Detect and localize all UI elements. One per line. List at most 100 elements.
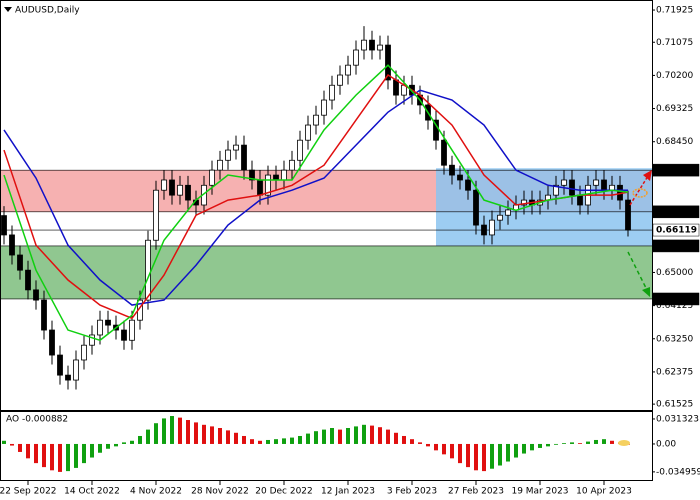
- y-tick-label: 0.00: [656, 439, 676, 449]
- y-tick-label: 0.69325: [656, 104, 693, 114]
- candle-body: [177, 184, 183, 196]
- level-label: 0.66119: [656, 226, 697, 236]
- candle-body: [385, 44, 391, 81]
- candle-body: [393, 79, 399, 96]
- candle-body: [593, 179, 599, 186]
- candle-body: [185, 184, 191, 201]
- candle-body: [9, 234, 15, 256]
- ao-title: AO -0.000882: [6, 415, 68, 425]
- candle-body: [313, 114, 319, 126]
- candle-body: [601, 179, 607, 191]
- candle-body: [473, 189, 479, 226]
- ao-bar: [90, 443, 94, 458]
- level-label: 0.66600: [656, 207, 697, 217]
- level-label-box: [652, 223, 700, 237]
- moving-average: [3, 64, 629, 342]
- candle-body: [465, 179, 471, 191]
- candle-body: [41, 299, 47, 331]
- ao-bar: [26, 443, 30, 459]
- ao-bar: [58, 443, 62, 472]
- ao-bar: [114, 443, 118, 447]
- ao-bar: [226, 430, 230, 444]
- candle-body: [521, 199, 527, 206]
- candle-body: [369, 39, 375, 51]
- candle-body: [233, 144, 239, 151]
- ao-bar: [442, 443, 446, 455]
- level-label: 0.64300: [656, 294, 697, 304]
- x-tick-label: 22 Sep 2022: [0, 487, 57, 497]
- ao-bar: [450, 443, 454, 459]
- level-label-box: [652, 205, 700, 219]
- ao-bar: [538, 443, 542, 448]
- zones: [0, 168, 652, 300]
- y-tick-label: 0.64125: [656, 301, 693, 311]
- ao-bar: [130, 440, 134, 444]
- candle-body: [297, 139, 303, 161]
- candle-body: [345, 64, 351, 76]
- ao-bar: [34, 443, 38, 464]
- arrow-down-head: [642, 287, 650, 297]
- ao-bar: [242, 435, 246, 444]
- ao-bar: [50, 443, 54, 471]
- level-label: 0.65700: [656, 241, 697, 251]
- ao-bar: [362, 424, 366, 444]
- y-tick-label: 0.65000: [656, 268, 693, 278]
- candle-body: [57, 354, 63, 376]
- x-tick-label: 4 Nov 2022: [130, 487, 182, 497]
- ao-bar: [530, 443, 534, 451]
- ao-forecast-mark: [618, 440, 630, 446]
- ao-bar: [554, 443, 558, 445]
- candle-body: [33, 289, 39, 301]
- ao-bar: [498, 443, 502, 466]
- ao-bar: [178, 417, 182, 444]
- ao-bar: [426, 443, 430, 447]
- ao-bar: [514, 443, 518, 458]
- candle-body: [89, 334, 95, 346]
- candle-body: [457, 174, 463, 181]
- candle-body: [377, 44, 383, 51]
- ao-bar: [266, 439, 270, 444]
- level-label-box: [652, 292, 700, 306]
- ao-bar: [170, 416, 174, 444]
- candle-body: [497, 214, 503, 221]
- ao-bar: [274, 439, 278, 444]
- ao-bar: [10, 443, 14, 446]
- ao-bar: [338, 429, 342, 444]
- x-tick-label: 10 Apr 2023: [576, 487, 632, 497]
- ao-bar: [482, 443, 486, 472]
- ao-bar: [322, 429, 326, 444]
- ao-bar: [314, 431, 318, 444]
- candle-body: [65, 374, 71, 381]
- x-tick-label: 12 Jan 2023: [321, 487, 375, 497]
- ao-bar: [490, 443, 494, 469]
- candle-body: [441, 139, 447, 166]
- ao-bar: [466, 443, 470, 468]
- ao-bar: [474, 443, 478, 471]
- ao-bar: [18, 443, 22, 452]
- ao-bar: [394, 432, 398, 444]
- ao-bar: [202, 424, 206, 444]
- candle-body: [1, 215, 7, 236]
- ao-bar: [66, 443, 70, 472]
- ao-bar: [306, 433, 310, 444]
- candle-body: [625, 199, 631, 231]
- y-tick-label: -0.034959: [656, 467, 700, 477]
- level-label: 0.67700: [656, 166, 697, 176]
- ao-bar: [586, 441, 590, 444]
- ao-bar: [562, 443, 566, 444]
- ao-bar: [386, 429, 390, 444]
- candle-body: [97, 319, 103, 336]
- level-label-box: [652, 163, 700, 177]
- ao-bar: [522, 443, 526, 454]
- candle-body: [305, 124, 311, 141]
- moving-average: [3, 89, 628, 306]
- main-frame: [0, 0, 653, 411]
- y-tick-label: 0.71075: [656, 38, 693, 48]
- x-tick-label: 3 Feb 2023: [387, 487, 437, 497]
- level-label-box: [652, 239, 700, 253]
- ao-bar: [506, 443, 510, 462]
- x-tick-label: 20 Dec 2022: [255, 487, 313, 497]
- forecast-mark: [632, 188, 648, 198]
- candle-body: [281, 169, 287, 181]
- candle-body: [25, 269, 31, 291]
